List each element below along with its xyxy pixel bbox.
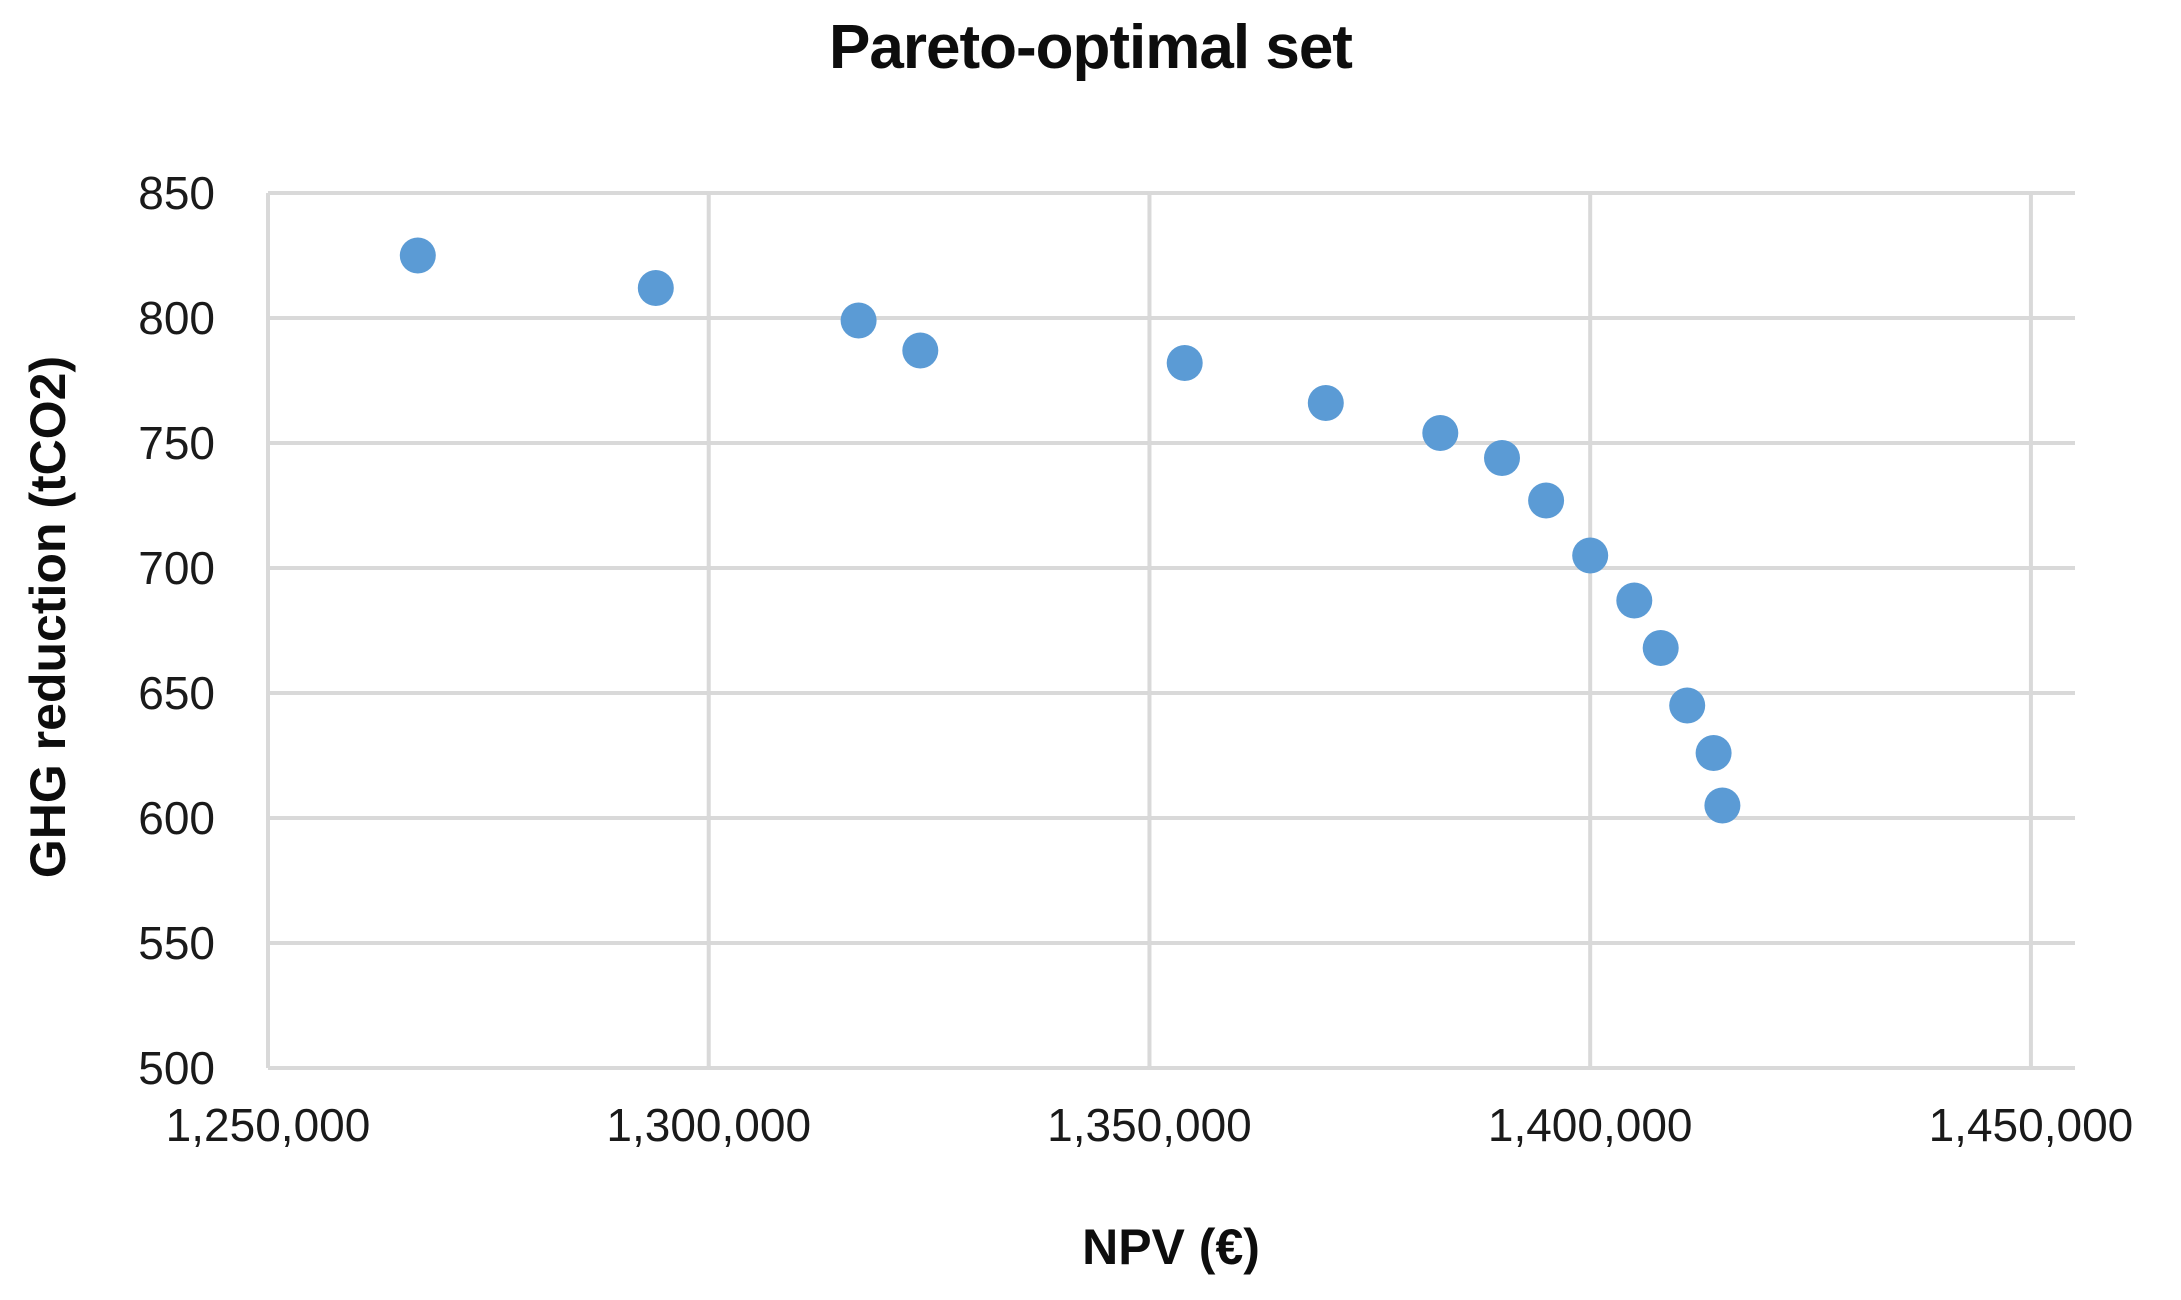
y-tick-label: 600 bbox=[138, 792, 215, 844]
data-point bbox=[1572, 537, 1609, 574]
data-point bbox=[1695, 735, 1732, 771]
y-tick-label: 550 bbox=[138, 917, 215, 969]
y-tick-label: 750 bbox=[138, 417, 215, 469]
x-axis-title: NPV (€) bbox=[1082, 1219, 1260, 1275]
x-tick-label: 1,300,000 bbox=[606, 1099, 812, 1151]
data-point bbox=[399, 237, 436, 274]
y-tick-label: 650 bbox=[138, 667, 215, 719]
data-point bbox=[637, 270, 674, 306]
x-tick-label: 1,350,000 bbox=[1047, 1099, 1252, 1151]
data-point bbox=[1616, 582, 1653, 619]
y-tick-label: 500 bbox=[138, 1042, 215, 1094]
data-point bbox=[840, 302, 877, 339]
x-tick-label: 1,400,000 bbox=[1487, 1099, 1693, 1151]
y-tick-label: 700 bbox=[138, 542, 215, 594]
chart-title: Pareto-optimal set bbox=[829, 13, 1353, 82]
data-point bbox=[902, 332, 939, 369]
y-tick-label: 800 bbox=[138, 292, 215, 344]
data-point bbox=[1642, 630, 1679, 666]
data-point bbox=[1669, 687, 1706, 724]
x-tick-label: 1,450,000 bbox=[1928, 1099, 2134, 1151]
x-tick-label: 1,250,000 bbox=[165, 1099, 371, 1151]
plot-svg bbox=[266, 191, 2075, 1070]
data-point bbox=[1528, 482, 1565, 519]
data-point bbox=[1704, 787, 1741, 824]
data-point bbox=[1166, 345, 1203, 381]
data-point bbox=[1307, 385, 1344, 421]
data-point bbox=[1484, 440, 1520, 476]
data-point bbox=[1422, 415, 1459, 451]
y-tick-label: 850 bbox=[138, 167, 215, 219]
